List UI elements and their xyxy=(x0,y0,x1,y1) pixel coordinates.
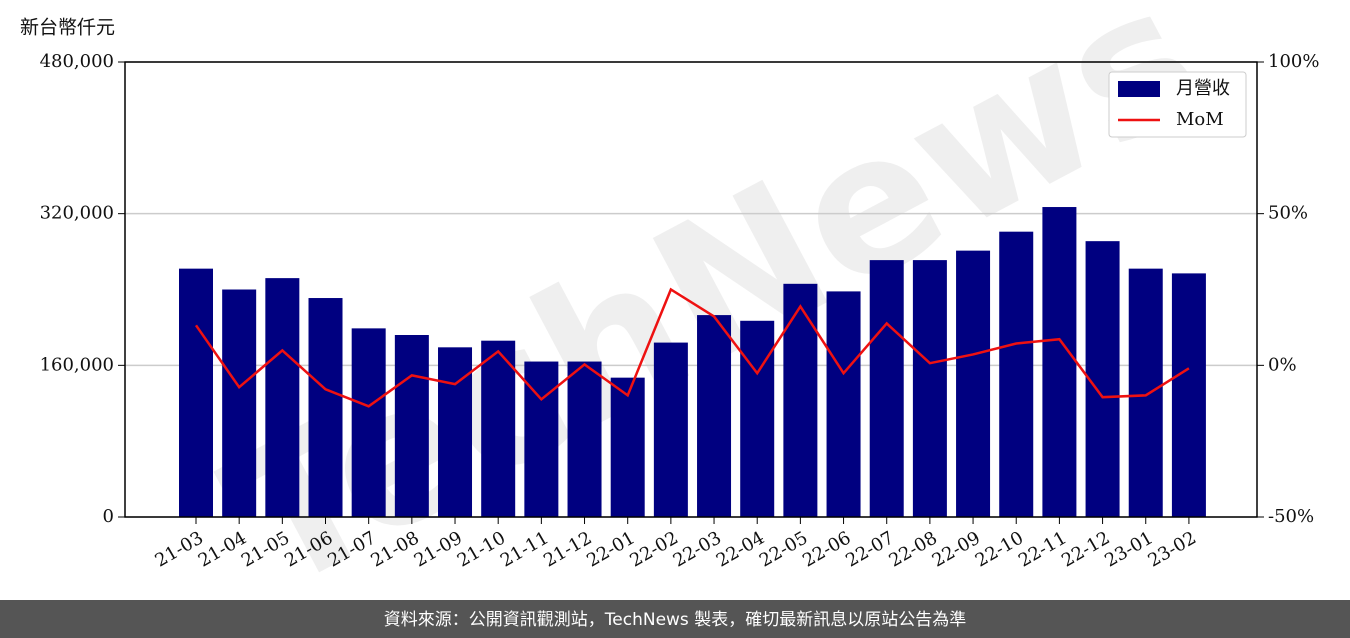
legend-swatch xyxy=(1118,81,1160,97)
bar xyxy=(1128,268,1163,517)
bar xyxy=(869,260,904,517)
legend-label: MoM xyxy=(1176,109,1224,130)
x-tick-label: 21-11 xyxy=(497,527,552,571)
bar xyxy=(956,250,991,517)
x-tick-label: 22-12 xyxy=(1058,527,1113,571)
bar xyxy=(610,377,645,517)
legend-label: 月營收 xyxy=(1176,78,1230,99)
x-tick-label: 22-09 xyxy=(929,527,984,571)
x-tick-label: 22-03 xyxy=(670,527,725,571)
bar xyxy=(1042,207,1077,517)
x-tick-label: 21-03 xyxy=(152,527,207,571)
bar xyxy=(653,342,688,517)
legend: 月營收 MoM xyxy=(1108,71,1247,138)
x-tick-label: 22-05 xyxy=(756,527,811,571)
y-tick-label: 160,000 xyxy=(40,354,114,375)
line xyxy=(194,287,1190,408)
y-tick-label: 320,000 xyxy=(40,203,114,224)
x-tick-label: 22-02 xyxy=(626,527,681,571)
y2-tick-label: 50% xyxy=(1268,203,1308,224)
x-tick-label: 23-02 xyxy=(1144,527,1199,571)
x-tick-label: 21-04 xyxy=(195,527,250,571)
y2-tick-label: -50% xyxy=(1268,506,1314,527)
x-tick-label: 22-01 xyxy=(583,527,638,571)
bar xyxy=(912,260,947,517)
bar xyxy=(697,315,732,517)
x-tick-label: 22-04 xyxy=(713,527,768,571)
y-axis-label: 新台幣仟元 xyxy=(20,17,115,39)
footer-text: 資料來源：公開資訊觀測站，TechNews 製表，確切最新訊息以原站公告為準 xyxy=(384,610,966,630)
y-tick-label: 480,000 xyxy=(40,51,114,72)
bar xyxy=(222,289,257,517)
x-tick-label: 22-10 xyxy=(972,527,1027,571)
bar xyxy=(567,361,602,517)
bar xyxy=(265,278,300,517)
bar xyxy=(308,298,343,517)
plot-frame xyxy=(124,61,1258,518)
bar xyxy=(1085,241,1120,517)
x-tick-label: 22-08 xyxy=(885,527,940,571)
bar xyxy=(351,328,386,517)
bar xyxy=(481,340,516,517)
bar xyxy=(826,291,861,517)
x-tick-label: 21-12 xyxy=(540,527,595,571)
x-tick-label: 23-01 xyxy=(1101,527,1156,571)
footer-bar xyxy=(0,600,1350,638)
bar xyxy=(1171,273,1206,517)
x-tick-label: 22-07 xyxy=(842,527,897,571)
y2-tick-label: 100% xyxy=(1268,51,1319,72)
bar xyxy=(783,283,818,517)
bar xyxy=(999,231,1034,518)
bar xyxy=(394,335,429,517)
bar xyxy=(438,347,473,517)
y2-tick-label: 0% xyxy=(1268,354,1297,375)
y-tick-label: 0 xyxy=(103,506,114,527)
x-tick-label: 22-11 xyxy=(1015,527,1070,571)
bar xyxy=(740,320,775,517)
x-tick-label: 22-06 xyxy=(799,527,854,571)
bar xyxy=(179,268,213,517)
